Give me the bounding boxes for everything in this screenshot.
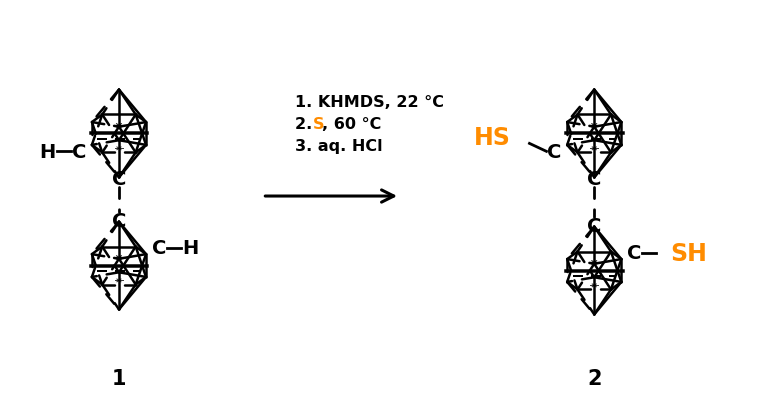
Text: C: C: [151, 239, 166, 257]
Text: C: C: [547, 142, 561, 162]
Text: C: C: [72, 142, 86, 162]
Text: HS: HS: [474, 126, 511, 150]
Text: 3. aq. HCl: 3. aq. HCl: [296, 138, 383, 154]
Text: 1: 1: [112, 368, 126, 388]
Text: SH: SH: [670, 241, 707, 265]
Text: C: C: [112, 212, 126, 231]
Text: H: H: [183, 239, 199, 257]
Text: S: S: [313, 117, 325, 132]
Text: C: C: [627, 243, 642, 263]
Text: 1. KHMDS, 22 °C: 1. KHMDS, 22 °C: [296, 95, 445, 110]
Text: H: H: [39, 142, 56, 162]
Text: 2.: 2.: [296, 117, 318, 132]
Text: , 60 °C: , 60 °C: [322, 117, 381, 132]
Text: C: C: [587, 217, 601, 236]
Text: C: C: [112, 169, 126, 188]
Text: C: C: [587, 169, 601, 188]
Text: 2: 2: [587, 368, 601, 388]
